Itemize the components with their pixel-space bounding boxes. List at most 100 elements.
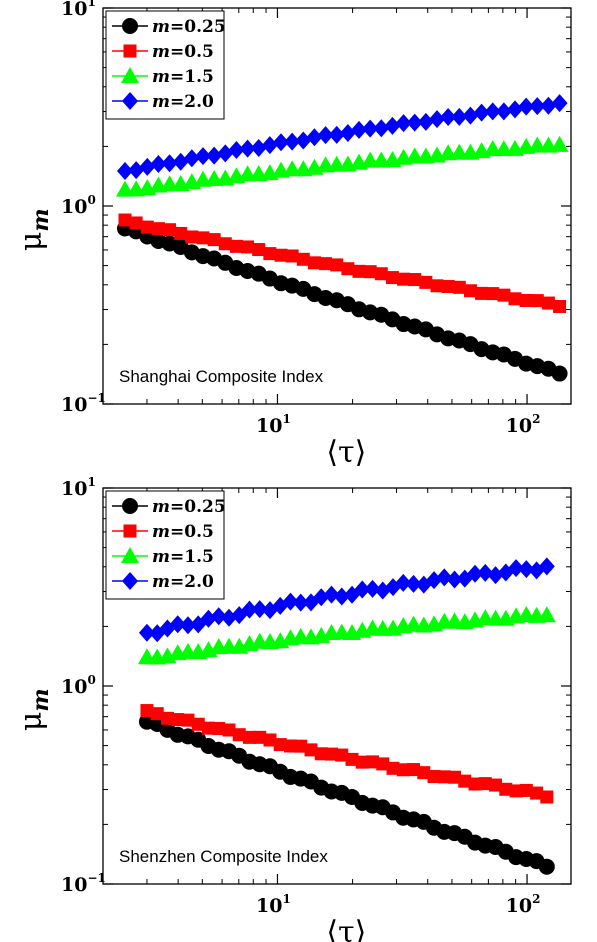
data-point bbox=[528, 136, 547, 153]
data-point bbox=[384, 116, 401, 135]
y-axis-label: μm bbox=[14, 208, 54, 251]
data-point bbox=[540, 96, 557, 115]
data-point bbox=[530, 786, 544, 800]
data-point bbox=[376, 757, 390, 771]
data-point bbox=[116, 161, 133, 180]
data-point bbox=[364, 579, 381, 598]
data-point bbox=[251, 600, 268, 619]
data-point bbox=[385, 271, 399, 285]
data-point bbox=[462, 106, 479, 125]
data-point bbox=[540, 790, 554, 804]
data-point bbox=[328, 125, 345, 144]
data-point bbox=[218, 237, 232, 251]
data-point bbox=[519, 783, 533, 797]
data-point bbox=[217, 144, 234, 163]
data-point bbox=[473, 103, 490, 122]
chart-panel-shenzhen: 101 102 10−1 100 101 ⟨τ⟩ μm m=0.25 m=0.5 m=1.5 m=2… bbox=[14, 475, 572, 942]
data-point bbox=[283, 739, 297, 753]
data-point bbox=[241, 600, 258, 619]
data-point bbox=[519, 293, 533, 307]
data-point bbox=[374, 267, 388, 281]
data-point bbox=[139, 157, 156, 176]
data-point bbox=[508, 292, 522, 306]
data-point bbox=[282, 592, 299, 611]
legend-marker bbox=[122, 572, 138, 590]
data-point bbox=[179, 616, 196, 635]
series-m=1.5 bbox=[137, 605, 556, 665]
legend-marker bbox=[121, 547, 139, 563]
series-m=0.25 bbox=[116, 220, 568, 382]
data-point bbox=[239, 139, 256, 158]
data-point bbox=[330, 258, 344, 272]
data-point bbox=[509, 784, 523, 798]
data-point bbox=[206, 146, 223, 165]
data-point bbox=[323, 585, 340, 604]
data-point bbox=[284, 132, 301, 151]
data-point bbox=[430, 279, 444, 293]
data-point bbox=[477, 563, 494, 582]
data-point bbox=[508, 559, 525, 578]
x-tick-label: 102 bbox=[506, 892, 541, 917]
data-point bbox=[436, 568, 453, 587]
legend-label: m=1.5 bbox=[152, 67, 214, 87]
data-point bbox=[550, 135, 569, 152]
x-tick-label: 101 bbox=[256, 892, 291, 917]
data-point bbox=[181, 713, 195, 727]
data-point bbox=[429, 110, 446, 129]
data-point bbox=[273, 133, 290, 152]
data-point bbox=[427, 770, 441, 784]
data-point bbox=[150, 707, 164, 721]
series-m=1.5 bbox=[115, 135, 569, 197]
data-point bbox=[458, 774, 472, 788]
data-point bbox=[183, 149, 200, 168]
data-point bbox=[295, 131, 312, 150]
data-point bbox=[484, 102, 501, 121]
data-point bbox=[499, 782, 513, 796]
data-point bbox=[451, 107, 468, 126]
data-point bbox=[551, 365, 568, 382]
data-point bbox=[304, 743, 318, 757]
data-point bbox=[489, 778, 503, 792]
data-point bbox=[518, 560, 535, 579]
data-point bbox=[395, 114, 412, 133]
data-point bbox=[207, 233, 221, 247]
data-point bbox=[395, 573, 412, 592]
data-point bbox=[345, 752, 359, 766]
legend-marker bbox=[123, 524, 137, 538]
data-point bbox=[201, 721, 215, 735]
legend-label: m=0.5 bbox=[152, 522, 214, 542]
index-annotation: Shanghai Composite Index bbox=[119, 367, 324, 386]
data-point bbox=[475, 286, 489, 300]
data-point bbox=[174, 226, 188, 240]
legend-marker bbox=[122, 498, 138, 514]
data-point bbox=[530, 294, 544, 308]
data-point bbox=[541, 296, 555, 310]
data-point bbox=[253, 730, 267, 744]
y-tick-label: 10−1 bbox=[61, 391, 106, 416]
data-point bbox=[160, 711, 174, 725]
data-point bbox=[407, 763, 421, 777]
legend-label: m=0.25 bbox=[152, 497, 226, 517]
data-point bbox=[194, 147, 211, 166]
data-point bbox=[129, 216, 143, 230]
legend-label: m=2.0 bbox=[152, 572, 214, 592]
data-point bbox=[185, 230, 199, 244]
legend-marker bbox=[123, 44, 137, 58]
data-point bbox=[386, 761, 400, 775]
legend: m=0.25 m=0.5 m=1.5 m=2.0 bbox=[105, 10, 226, 120]
data-point bbox=[250, 138, 267, 157]
data-point bbox=[150, 155, 167, 174]
data-point bbox=[252, 243, 266, 257]
data-point bbox=[452, 280, 466, 294]
data-point bbox=[339, 124, 356, 143]
data-point bbox=[448, 770, 462, 784]
data-point bbox=[325, 747, 339, 761]
data-point bbox=[261, 136, 278, 155]
data-point bbox=[463, 284, 477, 298]
y-tick-label: 101 bbox=[61, 475, 96, 500]
legend-label: m=0.25 bbox=[152, 17, 226, 37]
x-axis-label: ⟨τ⟩ bbox=[326, 435, 366, 470]
data-point bbox=[441, 280, 455, 294]
data-point bbox=[140, 220, 154, 234]
